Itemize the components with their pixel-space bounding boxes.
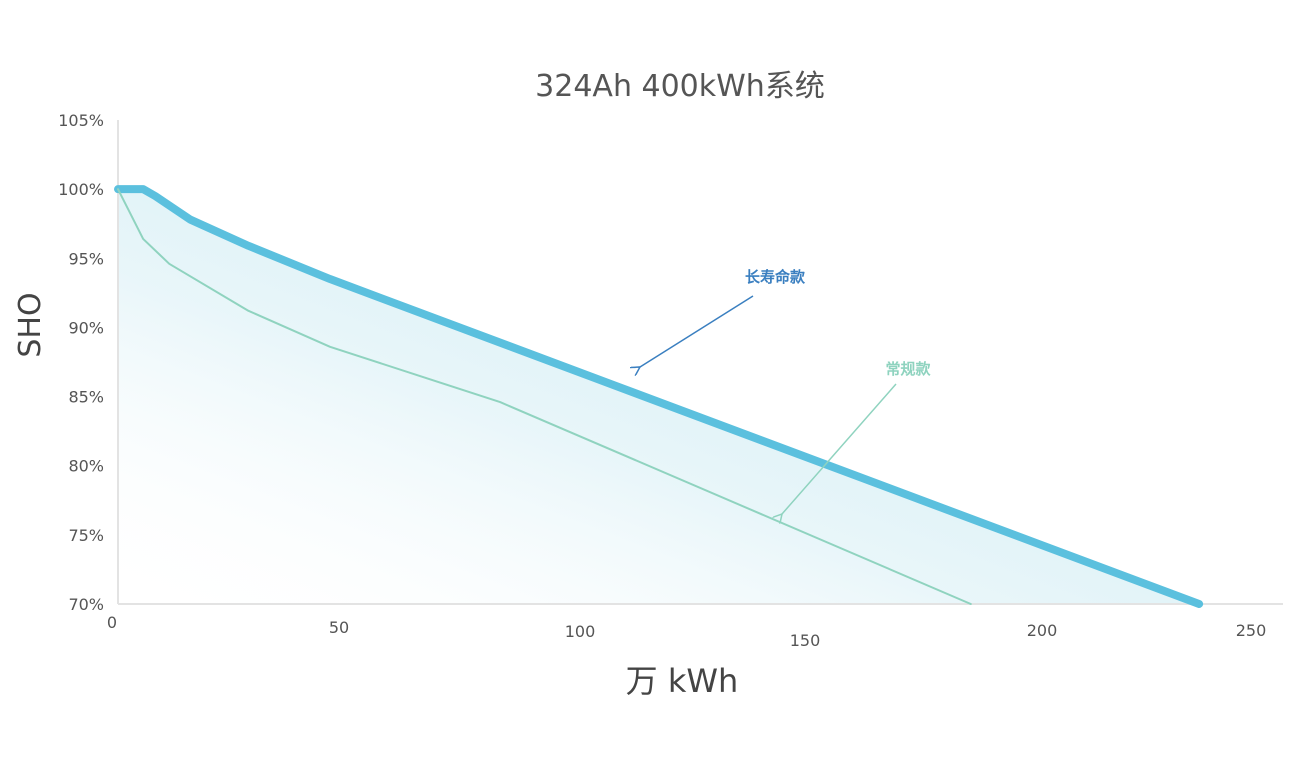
y-tick-label: 105%: [58, 111, 104, 130]
x-tick-label: 200: [1027, 621, 1058, 640]
series-line-1: [114, 185, 1204, 608]
x-tick-label: 100: [565, 622, 596, 641]
y-tick-label: 100%: [58, 180, 104, 199]
y-tick-label: 80%: [68, 457, 104, 476]
y-tick-label: 85%: [68, 388, 104, 407]
annotation-label: 常规款: [885, 360, 931, 378]
x-tick-label: 50: [329, 618, 349, 637]
y-tick-label: 95%: [68, 249, 104, 268]
annotation-arrow: [782, 383, 897, 514]
y-tick-label: 70%: [68, 595, 104, 614]
annotation-arrow: [640, 295, 754, 367]
x-tick-label: 150: [790, 631, 821, 650]
series-line-2: [117, 188, 972, 605]
y-axis-label: SHO: [13, 292, 48, 357]
x-tick-label: 0: [107, 613, 117, 632]
y-tick-label: 75%: [68, 526, 104, 545]
annotation-label: 长寿命款: [745, 268, 806, 286]
x-tick-label: 250: [1236, 621, 1267, 640]
x-axis-label: 万 kWh: [626, 662, 739, 700]
area-fill: [118, 189, 1200, 604]
y-tick-label: 90%: [68, 318, 104, 337]
chart-title: 324Ah 400kWh系统: [535, 69, 825, 104]
